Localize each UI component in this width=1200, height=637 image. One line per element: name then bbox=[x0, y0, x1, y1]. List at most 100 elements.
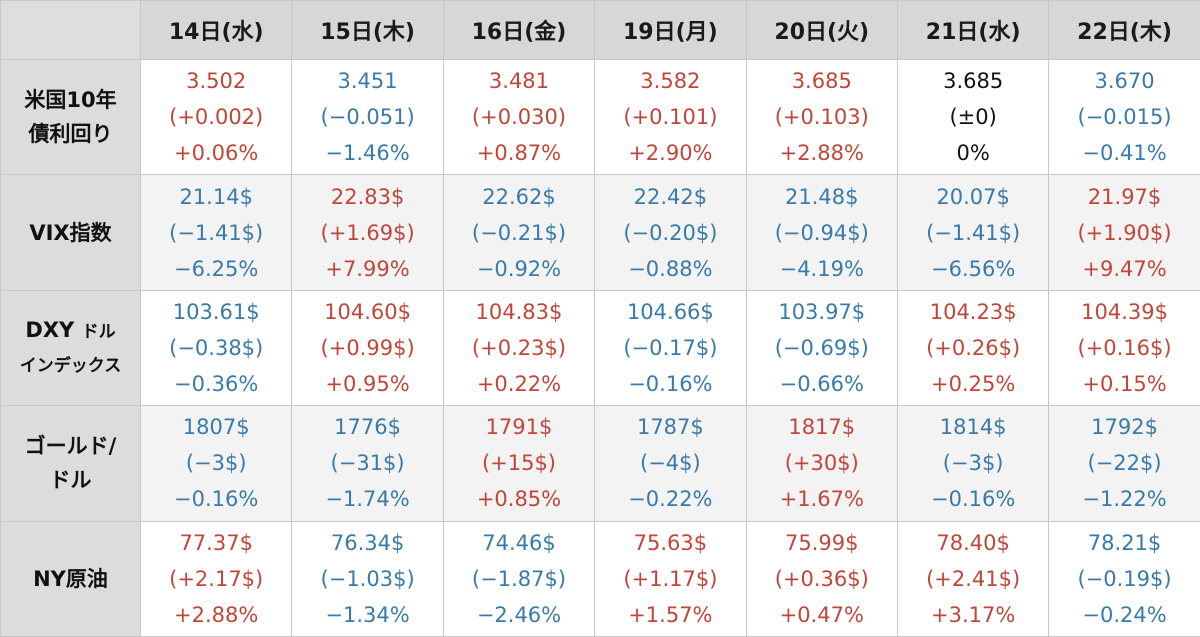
cell-change: (−1.03$) bbox=[320, 566, 415, 591]
cell-change: (−0.20$) bbox=[623, 220, 718, 245]
data-cell: 21.48$ (−0.94$) −4.19% bbox=[745, 174, 898, 291]
row-label-line: VIX指数 bbox=[29, 220, 112, 245]
cell-change: (+1.90$) bbox=[1077, 220, 1172, 245]
cell-change: (−3$) bbox=[185, 451, 247, 476]
cell-value: 104.66$ bbox=[626, 299, 714, 324]
row-label: DXY ドル インデックス bbox=[0, 289, 141, 407]
row-label-text: DXY bbox=[25, 317, 75, 342]
cell-value: 3.670 bbox=[1094, 69, 1155, 94]
cell-percent: 0% bbox=[956, 141, 990, 166]
cell-value: 3.685 bbox=[791, 69, 852, 94]
cell-value: 22.62$ bbox=[482, 184, 556, 209]
cell-percent: +0.47% bbox=[779, 602, 864, 627]
cell-percent: −4.19% bbox=[779, 256, 864, 281]
cell-change: (+0.99$) bbox=[320, 335, 415, 360]
cell-value: 1807$ bbox=[182, 415, 250, 440]
cell-percent: +0.85% bbox=[476, 487, 562, 512]
data-cell: 3.582 (+0.101) +2.90% bbox=[594, 58, 747, 176]
cell-value: 78.21$ bbox=[1087, 530, 1162, 555]
data-cell: 104.23$ (+0.26$) +0.25% bbox=[896, 289, 1050, 407]
row-label-line: ゴールド/ bbox=[24, 434, 117, 459]
cell-percent: −2.46% bbox=[476, 602, 562, 627]
data-cell: 104.39$ (+0.16$) +0.15% bbox=[1048, 289, 1200, 407]
cell-value: 103.61$ bbox=[172, 299, 260, 324]
data-cell: 104.60$ (+0.99$) +0.95% bbox=[291, 289, 444, 407]
row-label-line: DXY ドル bbox=[1, 313, 140, 349]
cell-change: (+30$) bbox=[784, 451, 859, 476]
cell-change: (+0.36$) bbox=[774, 566, 869, 591]
cell-percent: +2.88% bbox=[779, 141, 864, 166]
data-cell: 1791$ (+15$) +0.85% bbox=[442, 405, 596, 522]
cell-value: 104.39$ bbox=[1081, 299, 1168, 324]
cell-percent: −0.22% bbox=[628, 487, 713, 512]
cell-value: 3.451 bbox=[337, 69, 398, 94]
cell-percent: +3.17% bbox=[930, 602, 1016, 627]
cell-value: 1817$ bbox=[788, 415, 856, 440]
cell-change: (+2.17$) bbox=[169, 566, 264, 591]
cell-value: 3.685 bbox=[943, 69, 1004, 94]
cell-value: 78.40$ bbox=[936, 530, 1010, 555]
cell-value: 1776$ bbox=[334, 415, 401, 440]
cell-percent: −0.16% bbox=[174, 487, 259, 512]
cell-value: 75.99$ bbox=[785, 530, 859, 555]
cell-change: (+2.41$) bbox=[926, 566, 1021, 591]
data-cell: 1792$ (−22$) −1.22% bbox=[1048, 405, 1200, 522]
cell-percent: +1.57% bbox=[628, 602, 713, 627]
data-cell: 76.34$ (−1.03$) −1.34% bbox=[291, 520, 444, 637]
cell-change: (−31$) bbox=[330, 451, 405, 476]
data-cell: 104.66$ (−0.17$) −0.16% bbox=[594, 289, 747, 407]
cell-percent: −1.22% bbox=[1082, 487, 1167, 512]
cell-change: (+0.103) bbox=[774, 105, 869, 130]
cell-percent: +9.47% bbox=[1082, 256, 1167, 281]
cell-percent: −0.88% bbox=[628, 256, 713, 281]
cell-percent: +2.90% bbox=[628, 141, 713, 166]
table-row: DXY ドル インデックス 103.61$ (−0.38$) −0.36% 104.60$… bbox=[0, 289, 1200, 407]
row-label: 米国10年 債利回り bbox=[0, 58, 141, 176]
data-cell: 3.685 (+0.103) +2.88% bbox=[745, 58, 898, 176]
cell-change: (+0.030) bbox=[471, 105, 567, 130]
cell-percent: −1.74% bbox=[325, 487, 410, 512]
data-cell: 78.21$ (−0.19$) −0.24% bbox=[1048, 520, 1200, 637]
cell-percent: −6.25% bbox=[174, 256, 259, 281]
column-header: 16日(金) bbox=[442, 0, 596, 60]
cell-change: (−4$) bbox=[640, 451, 701, 476]
column-header: 15日(木) bbox=[291, 0, 444, 60]
data-cell: 3.481 (+0.030) +0.87% bbox=[442, 58, 596, 176]
column-header: 22日(木) bbox=[1048, 0, 1200, 60]
data-cell: 1787$ (−4$) −0.22% bbox=[594, 405, 747, 522]
cell-percent: +1.67% bbox=[779, 487, 864, 512]
cell-percent: +0.06% bbox=[174, 141, 259, 166]
cell-change: (−0.94$) bbox=[774, 220, 869, 245]
cell-percent: +2.88% bbox=[174, 602, 259, 627]
table-row: VIX指数 21.14$ (−1.41$) −6.25% 22.83$ (+1.69$) +… bbox=[0, 174, 1200, 291]
data-cell: 75.63$ (+1.17$) +1.57% bbox=[594, 520, 747, 637]
cell-value: 1814$ bbox=[939, 415, 1007, 440]
row-label-line: 債利回り bbox=[28, 122, 113, 147]
table-row: 米国10年 債利回り 3.502 (+0.002) +0.06% 3.451 (−0.051… bbox=[0, 58, 1200, 176]
cell-change: (+0.16$) bbox=[1077, 335, 1172, 360]
cell-change: (+0.26$) bbox=[926, 335, 1021, 360]
row-label-line: ドル bbox=[49, 468, 92, 493]
cell-percent: +0.25% bbox=[930, 371, 1016, 396]
cell-value: 104.83$ bbox=[475, 299, 563, 324]
data-cell: 22.42$ (−0.20$) −0.88% bbox=[594, 174, 747, 291]
cell-change: (−0.19$) bbox=[1077, 566, 1172, 591]
cell-change: (−1.41$) bbox=[169, 220, 264, 245]
cell-value: 103.97$ bbox=[778, 299, 866, 324]
cell-value: 77.37$ bbox=[179, 530, 253, 555]
cell-value: 3.502 bbox=[186, 69, 247, 94]
cell-percent: −0.16% bbox=[628, 371, 713, 396]
cell-value: 22.83$ bbox=[330, 184, 405, 209]
cell-percent: −6.56% bbox=[930, 256, 1016, 281]
data-cell: 22.62$ (−0.21$) −0.92% bbox=[442, 174, 596, 291]
cell-value: 20.07$ bbox=[936, 184, 1010, 209]
cell-percent: −0.24% bbox=[1082, 602, 1167, 627]
data-cell: 21.97$ (+1.90$) +9.47% bbox=[1048, 174, 1200, 291]
row-label: NY原油 bbox=[0, 520, 141, 637]
data-cell: 21.14$ (−1.41$) −6.25% bbox=[139, 174, 293, 291]
corner-cell bbox=[0, 0, 141, 60]
cell-change: (−1.87$) bbox=[471, 566, 567, 591]
cell-change: (+1.69$) bbox=[320, 220, 415, 245]
data-cell: 1807$ (−3$) −0.16% bbox=[139, 405, 293, 522]
data-cell: 1776$ (−31$) −1.74% bbox=[291, 405, 444, 522]
